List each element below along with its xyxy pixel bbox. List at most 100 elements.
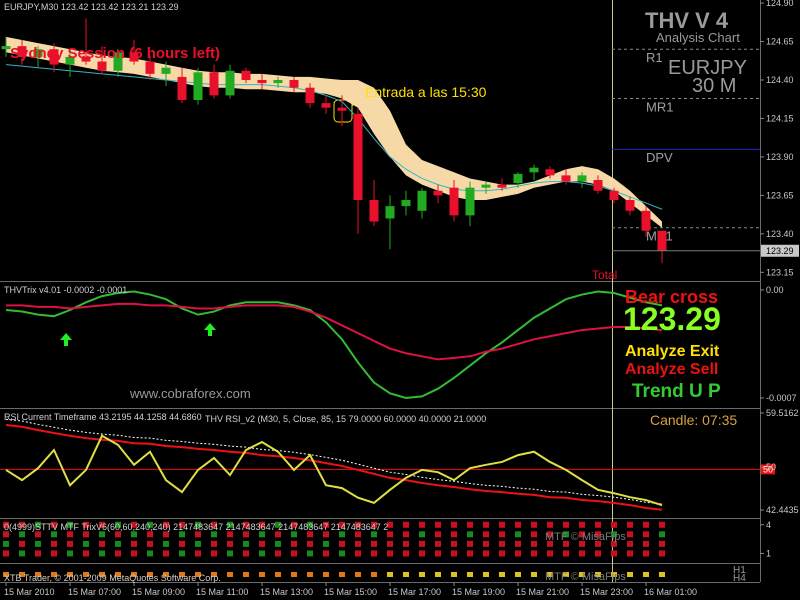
annotation: MTF © MisaFips — [545, 571, 626, 583]
mtf-cell — [515, 540, 521, 547]
candle-body — [497, 184, 507, 188]
mtf-cell — [563, 531, 569, 538]
y-tick-label: 0.00 — [766, 285, 784, 295]
panel-title: 0(4999)STTV MTF TrixV6(60,60,240,240) 21… — [4, 522, 388, 532]
candle-body — [225, 70, 235, 96]
mtf-cell — [531, 550, 537, 557]
mtf-cell — [595, 540, 601, 547]
mtf-cell — [3, 572, 9, 577]
mtf-cell — [67, 531, 73, 538]
y-tick-label: 59.5162 — [766, 408, 799, 418]
x-tick-label: 15 Mar 17:00 — [388, 587, 441, 597]
mtf-cell — [515, 550, 521, 557]
mtf-cell — [483, 550, 489, 557]
mtf-cell — [499, 540, 505, 547]
mtf-cell — [403, 550, 409, 557]
mtf-cell — [483, 521, 489, 528]
mtf-cell — [211, 550, 217, 557]
candle-body — [177, 76, 187, 100]
candle-body — [1, 46, 11, 50]
mtf-cell — [51, 540, 57, 547]
mtf-cell — [483, 540, 489, 547]
candle-body — [625, 200, 635, 211]
mtf-cell — [659, 550, 665, 557]
candle-body — [593, 180, 603, 191]
annotation: MTF © MisaFips — [545, 531, 626, 543]
mtf-cell — [403, 521, 409, 528]
annotation: Analyze Sell — [625, 361, 718, 378]
x-tick-label: 15 Mar 11:00 — [196, 587, 248, 597]
mtf-cell — [627, 521, 633, 528]
indicator-name: THV V 4 — [645, 8, 729, 33]
mtf-cell — [83, 550, 89, 557]
candle-body — [401, 200, 411, 207]
mtf-cell — [307, 572, 313, 577]
mtf-cell — [243, 550, 249, 557]
mtf-cell — [547, 521, 553, 528]
mtf-cell — [323, 572, 329, 577]
mtf-cell — [579, 531, 585, 538]
mtf-cell — [403, 531, 409, 538]
mtf-cell — [579, 521, 585, 528]
mtf-cell — [115, 540, 121, 547]
mtf-cell — [211, 521, 217, 528]
x-tick-label: 16 Mar 01:00 — [644, 587, 697, 597]
annotation: Entrada a las 15:30 — [365, 84, 487, 100]
mtf-cell — [275, 531, 281, 538]
mtf-cell — [259, 540, 265, 547]
mtf-cell — [307, 540, 313, 547]
mtf-cell — [19, 521, 25, 528]
mtf-cell — [83, 540, 89, 547]
x-tick-label: 15 Mar 13:00 — [260, 587, 313, 597]
y-tick-label: 4 — [766, 520, 771, 530]
mtf-cell — [83, 572, 89, 577]
mtf-cell — [643, 540, 649, 547]
mtf-cell — [355, 540, 361, 547]
mtf-cell — [515, 531, 521, 538]
mtf-cell — [19, 572, 25, 577]
mtf-cell — [83, 521, 89, 528]
candle-body — [209, 72, 219, 96]
y-tick-label: 1 — [766, 548, 771, 558]
x-tick-label: 15 Mar 09:00 — [132, 587, 185, 597]
mtf-cell — [515, 521, 521, 528]
mtf-cell — [563, 572, 569, 577]
mtf-cell — [531, 531, 537, 538]
candle-body — [513, 173, 523, 184]
candle-body — [465, 187, 475, 216]
period: 30 M — [692, 75, 736, 97]
mtf-cell — [451, 572, 457, 577]
mtf-cell — [659, 531, 665, 538]
mtf-cell — [387, 550, 393, 557]
mtf-cell — [355, 531, 361, 538]
mtf-cell — [627, 540, 633, 547]
candle-body — [33, 49, 43, 57]
mtf-cell — [275, 540, 281, 547]
mtf-cell — [451, 540, 457, 547]
mtf-cell — [323, 531, 329, 538]
mtf-cell — [611, 531, 617, 538]
y-tick-label: 124.15 — [766, 113, 794, 123]
mtf-cell — [195, 531, 201, 538]
mtf-cell — [419, 572, 425, 577]
candle-body — [385, 206, 395, 219]
mtf-cell — [243, 572, 249, 577]
candle-body — [417, 190, 427, 211]
mtf-cell — [291, 550, 297, 557]
annotation: www.cobraforex.com — [129, 386, 251, 401]
mtf-cell — [451, 531, 457, 538]
mtf-cell — [163, 540, 169, 547]
indicator-line — [5, 424, 663, 511]
mtf-cell — [195, 540, 201, 547]
signal-arrows — [60, 323, 216, 346]
mtf-cell — [579, 550, 585, 557]
candle-body — [481, 184, 491, 188]
last-price-box — [761, 244, 799, 257]
mtf-cell — [611, 572, 617, 577]
mtf-cell — [579, 540, 585, 547]
candle-body — [241, 70, 251, 80]
y-tick-label: 123.65 — [766, 190, 794, 200]
candle-body — [305, 87, 315, 104]
mtf-cell — [83, 531, 89, 538]
mtf-cell — [563, 521, 569, 528]
